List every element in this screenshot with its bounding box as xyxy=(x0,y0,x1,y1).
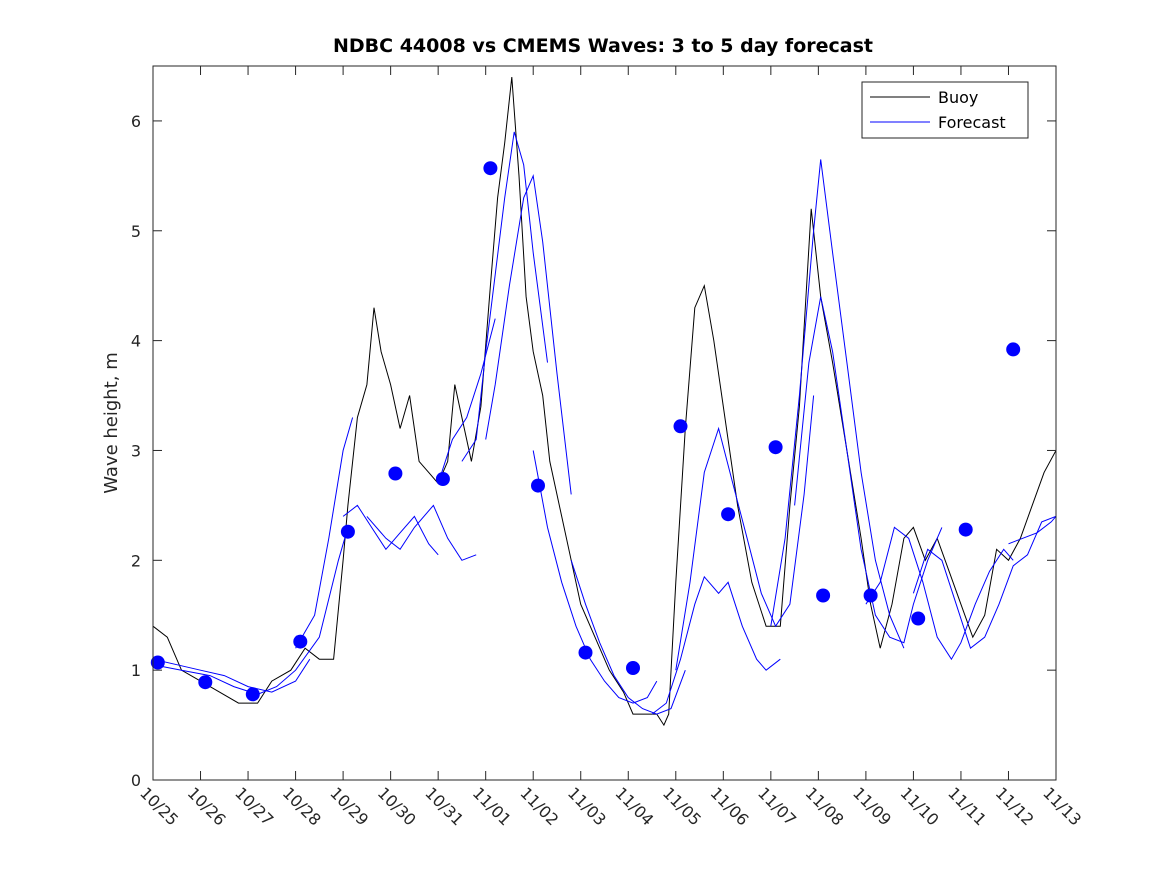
y-tick-label: 2 xyxy=(131,551,141,570)
x-tick-label: 11/04 xyxy=(611,783,657,829)
x-tick-label: 11/12 xyxy=(992,783,1038,829)
series-line-forecast xyxy=(912,514,1056,650)
forecast-start-point xyxy=(198,675,213,690)
forecast-start-point xyxy=(1006,342,1021,357)
legend-buoy-label: Buoy xyxy=(938,88,978,107)
plot-area xyxy=(153,66,1056,780)
series-line-forecast xyxy=(794,296,943,644)
x-tick-label: 10/30 xyxy=(374,783,420,829)
legend-box xyxy=(861,81,1029,139)
forecast-start-point xyxy=(768,440,783,455)
series-line-forecast xyxy=(461,131,548,462)
x-tick-label: 11/05 xyxy=(659,783,705,829)
legend-forecast-label: Forecast xyxy=(938,113,1006,132)
forecast-start-point xyxy=(340,524,355,539)
forecast-start-point xyxy=(958,522,973,537)
x-tick-label: 11/02 xyxy=(516,783,562,829)
forecast-start-point xyxy=(673,419,688,434)
x-tick-label: 11/08 xyxy=(802,783,848,829)
forecast-start-point xyxy=(911,611,926,626)
y-tick-label: 4 xyxy=(131,332,141,351)
x-tick-label: 11/09 xyxy=(849,783,895,829)
x-tick-label: 11/07 xyxy=(754,783,800,829)
series-line-forecast xyxy=(366,504,477,561)
series-line-forecast xyxy=(153,527,349,695)
chart-title: NDBC 44008 vs CMEMS Waves: 3 to 5 day fo… xyxy=(333,35,873,57)
forecast-start-point xyxy=(245,687,260,702)
x-tick-label: 10/27 xyxy=(231,783,277,829)
plot-frame xyxy=(152,65,1057,781)
forecast-start-point xyxy=(863,588,878,603)
series-line-forecast xyxy=(485,173,572,495)
y-tick-label: 0 xyxy=(131,771,141,790)
x-tick-label: 10/29 xyxy=(326,783,372,829)
series-line-forecast xyxy=(1056,346,1167,527)
forecast-start-point xyxy=(483,161,498,176)
y-tick-label: 5 xyxy=(131,222,141,241)
marker-layer xyxy=(150,161,1021,702)
forecast-start-point xyxy=(531,478,545,493)
y-tick-label: 6 xyxy=(131,112,141,131)
forecast-start-point xyxy=(293,634,308,649)
series-line-forecast xyxy=(342,504,439,556)
x-tick-label: 11/01 xyxy=(469,783,515,829)
series-line-forecast xyxy=(675,395,815,671)
y-axis-label: Wave height, m xyxy=(101,352,122,493)
series-line-forecast xyxy=(1008,515,1056,545)
series-line-forecast xyxy=(295,417,354,649)
series-line-forecast xyxy=(532,450,658,704)
forecast-start-point xyxy=(435,472,450,486)
x-tick-label: 11/13 xyxy=(1039,783,1085,829)
forecast-start-point xyxy=(816,588,831,603)
y-tick-label: 3 xyxy=(131,441,141,460)
series-line-forecast xyxy=(153,658,311,693)
x-tick-label: 11/11 xyxy=(944,783,990,829)
x-tick-label: 11/03 xyxy=(564,783,610,829)
x-tick-label: 10/31 xyxy=(421,783,467,829)
series-line-forecast xyxy=(651,575,781,715)
series-line-buoy xyxy=(153,76,1056,727)
forecast-start-point xyxy=(150,655,165,670)
series-line-forecast xyxy=(770,159,905,649)
forecast-start-point xyxy=(388,466,403,481)
legend: Buoy Forecast xyxy=(861,81,1029,139)
y-tick-label: 1 xyxy=(131,661,141,680)
y-axis: 0 1 2 3 4 5 6 xyxy=(131,112,1056,790)
series-line-forecast xyxy=(865,526,1014,661)
x-tick-label: 10/28 xyxy=(279,783,325,829)
forecast-start-point xyxy=(578,645,593,660)
x-tick-label: 10/25 xyxy=(136,783,182,829)
series-line-forecast xyxy=(570,560,686,715)
x-tick-label: 11/06 xyxy=(706,783,752,829)
x-tick-label: 11/10 xyxy=(897,783,943,829)
x-tick-label: 10/26 xyxy=(184,783,230,829)
forecast-start-point xyxy=(626,661,640,675)
forecast-start-point xyxy=(721,507,736,522)
series-layer xyxy=(153,76,1167,727)
